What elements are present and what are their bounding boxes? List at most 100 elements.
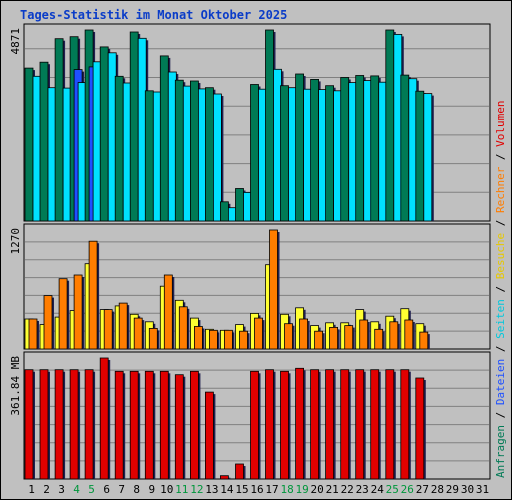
bar-rechner-day-23 bbox=[359, 319, 369, 350]
bar-rechner-day-9 bbox=[148, 327, 158, 350]
bar-volumen-day-14 bbox=[219, 475, 229, 480]
bar-rechner-day-8 bbox=[133, 317, 143, 350]
bar-rechner-day-1 bbox=[28, 318, 38, 350]
x-tick-day-18: 18 bbox=[280, 483, 293, 496]
x-tick-day-12: 12 bbox=[190, 483, 203, 496]
x-tick-day-5: 5 bbox=[88, 483, 95, 496]
bar-volumen-day-27 bbox=[415, 377, 425, 480]
ymax-label-bottom: 361.84 MB bbox=[9, 356, 22, 416]
legend-vertical: Anfragen / Dateien / Seiten / Besuche / … bbox=[494, 100, 507, 478]
x-tick-day-1: 1 bbox=[28, 483, 35, 496]
bar-anfragen-day-22 bbox=[340, 77, 350, 222]
bar-anfragen-day-10 bbox=[159, 55, 169, 222]
bar-rechner-day-7 bbox=[118, 302, 128, 350]
x-tick-day-20: 20 bbox=[310, 483, 323, 496]
x-tick-day-6: 6 bbox=[103, 483, 110, 496]
bar-volumen-day-8 bbox=[129, 370, 139, 480]
bar-volumen-day-2 bbox=[39, 369, 49, 480]
bar-rechner-day-13 bbox=[208, 329, 218, 350]
bar-volumen-day-5 bbox=[84, 369, 94, 480]
bar-volumen-day-18 bbox=[280, 370, 289, 480]
bar-rechner-day-10 bbox=[163, 274, 173, 350]
bar-volumen-day-22 bbox=[340, 369, 350, 480]
bar-rechner-day-17 bbox=[269, 229, 278, 350]
legend-item-dateien: Dateien bbox=[494, 359, 507, 405]
x-tick-day-4: 4 bbox=[73, 483, 80, 496]
bar-rechner-day-22 bbox=[344, 325, 354, 350]
legend-item-rechner: Rechner bbox=[494, 166, 507, 213]
ymax-label-middle: 1270 bbox=[9, 228, 22, 255]
bar-rechner-day-24 bbox=[374, 328, 384, 350]
bar-anfragen-day-14 bbox=[219, 201, 229, 222]
x-tick-day-14: 14 bbox=[220, 483, 234, 496]
bar-volumen-day-15 bbox=[235, 463, 244, 480]
x-tick-day-28: 28 bbox=[431, 483, 444, 496]
x-tick-day-27: 27 bbox=[416, 483, 429, 496]
bar-anfragen-day-9 bbox=[144, 90, 154, 222]
bar-volumen-day-16 bbox=[250, 370, 259, 480]
legend-separator: / bbox=[494, 405, 507, 425]
legend-separator: / bbox=[494, 147, 507, 167]
x-tick-day-15: 15 bbox=[235, 483, 248, 496]
bar-rechner-day-5 bbox=[88, 240, 98, 350]
bar-anfragen-day-16 bbox=[250, 84, 259, 222]
x-tick-day-11: 11 bbox=[175, 483, 188, 496]
x-tick-day-16: 16 bbox=[250, 483, 263, 496]
bar-rechner-day-4 bbox=[73, 274, 83, 350]
bar-rechner-day-27 bbox=[419, 331, 429, 350]
x-tick-day-3: 3 bbox=[58, 483, 65, 496]
bar-volumen-day-6 bbox=[99, 357, 109, 480]
x-tick-day-23: 23 bbox=[356, 483, 369, 496]
bar-anfragen-day-11 bbox=[174, 79, 184, 222]
bar-anfragen-day-2 bbox=[39, 61, 49, 222]
legend-separator: / bbox=[494, 279, 507, 299]
bar-anfragen-day-25 bbox=[385, 29, 395, 222]
bar-volumen-day-19 bbox=[295, 367, 305, 480]
bar-anfragen-day-21 bbox=[325, 85, 335, 222]
bar-volumen-day-3 bbox=[54, 369, 64, 480]
bar-anfragen-day-3 bbox=[54, 38, 64, 222]
x-tick-day-29: 29 bbox=[446, 483, 459, 496]
bar-volumen-day-1 bbox=[24, 369, 34, 480]
bar-volumen-day-10 bbox=[159, 370, 169, 480]
bar-volumen-day-7 bbox=[114, 370, 124, 480]
bar-anfragen-day-26 bbox=[400, 74, 410, 222]
x-tick-day-31: 31 bbox=[476, 483, 489, 496]
bar-volumen-day-4 bbox=[69, 369, 79, 480]
legend-item-seiten: Seiten bbox=[494, 299, 507, 339]
bar-anfragen-day-1 bbox=[24, 67, 34, 222]
bar-volumen-day-9 bbox=[144, 370, 154, 480]
x-tick-day-17: 17 bbox=[265, 483, 278, 496]
ymax-label-top: 4871 bbox=[9, 28, 22, 55]
x-tick-day-2: 2 bbox=[43, 483, 50, 496]
bar-anfragen-day-12 bbox=[189, 80, 199, 222]
bar-anfragen-day-23 bbox=[355, 75, 365, 222]
x-tick-day-10: 10 bbox=[160, 483, 173, 496]
bar-volumen-day-13 bbox=[204, 391, 214, 480]
bar-rechner-day-3 bbox=[58, 278, 68, 350]
bar-anfragen-day-17 bbox=[265, 29, 274, 222]
bar-volumen-day-12 bbox=[189, 370, 199, 480]
bar-anfragen-day-6 bbox=[99, 46, 109, 222]
legend-separator: / bbox=[494, 213, 507, 233]
bar-volumen-day-20 bbox=[310, 369, 320, 480]
bar-anfragen-day-15 bbox=[235, 188, 244, 222]
chart-title: Tages-Statistik im Monat Oktober 2025 bbox=[20, 8, 288, 22]
legend-item-anfragen: Anfragen bbox=[494, 425, 507, 478]
x-tick-day-25: 25 bbox=[386, 483, 399, 496]
x-tick-day-22: 22 bbox=[341, 483, 354, 496]
x-tick-day-7: 7 bbox=[118, 483, 125, 496]
legend-item-volumen: Volumen bbox=[494, 100, 507, 146]
x-tick-day-21: 21 bbox=[326, 483, 339, 496]
bar-anfragen-day-18 bbox=[280, 85, 289, 222]
bar-rechner-day-26 bbox=[404, 319, 414, 350]
bar-anfragen-day-20 bbox=[310, 79, 320, 222]
bar-anfragen-day-27 bbox=[415, 90, 425, 222]
bar-rechner-day-2 bbox=[43, 295, 53, 350]
bar-rechner-day-11 bbox=[178, 306, 188, 350]
bar-rechner-day-19 bbox=[299, 318, 309, 350]
bar-volumen-day-23 bbox=[355, 369, 365, 480]
bar-anfragen-day-8 bbox=[129, 31, 139, 222]
bar-volumen-day-21 bbox=[325, 369, 335, 480]
